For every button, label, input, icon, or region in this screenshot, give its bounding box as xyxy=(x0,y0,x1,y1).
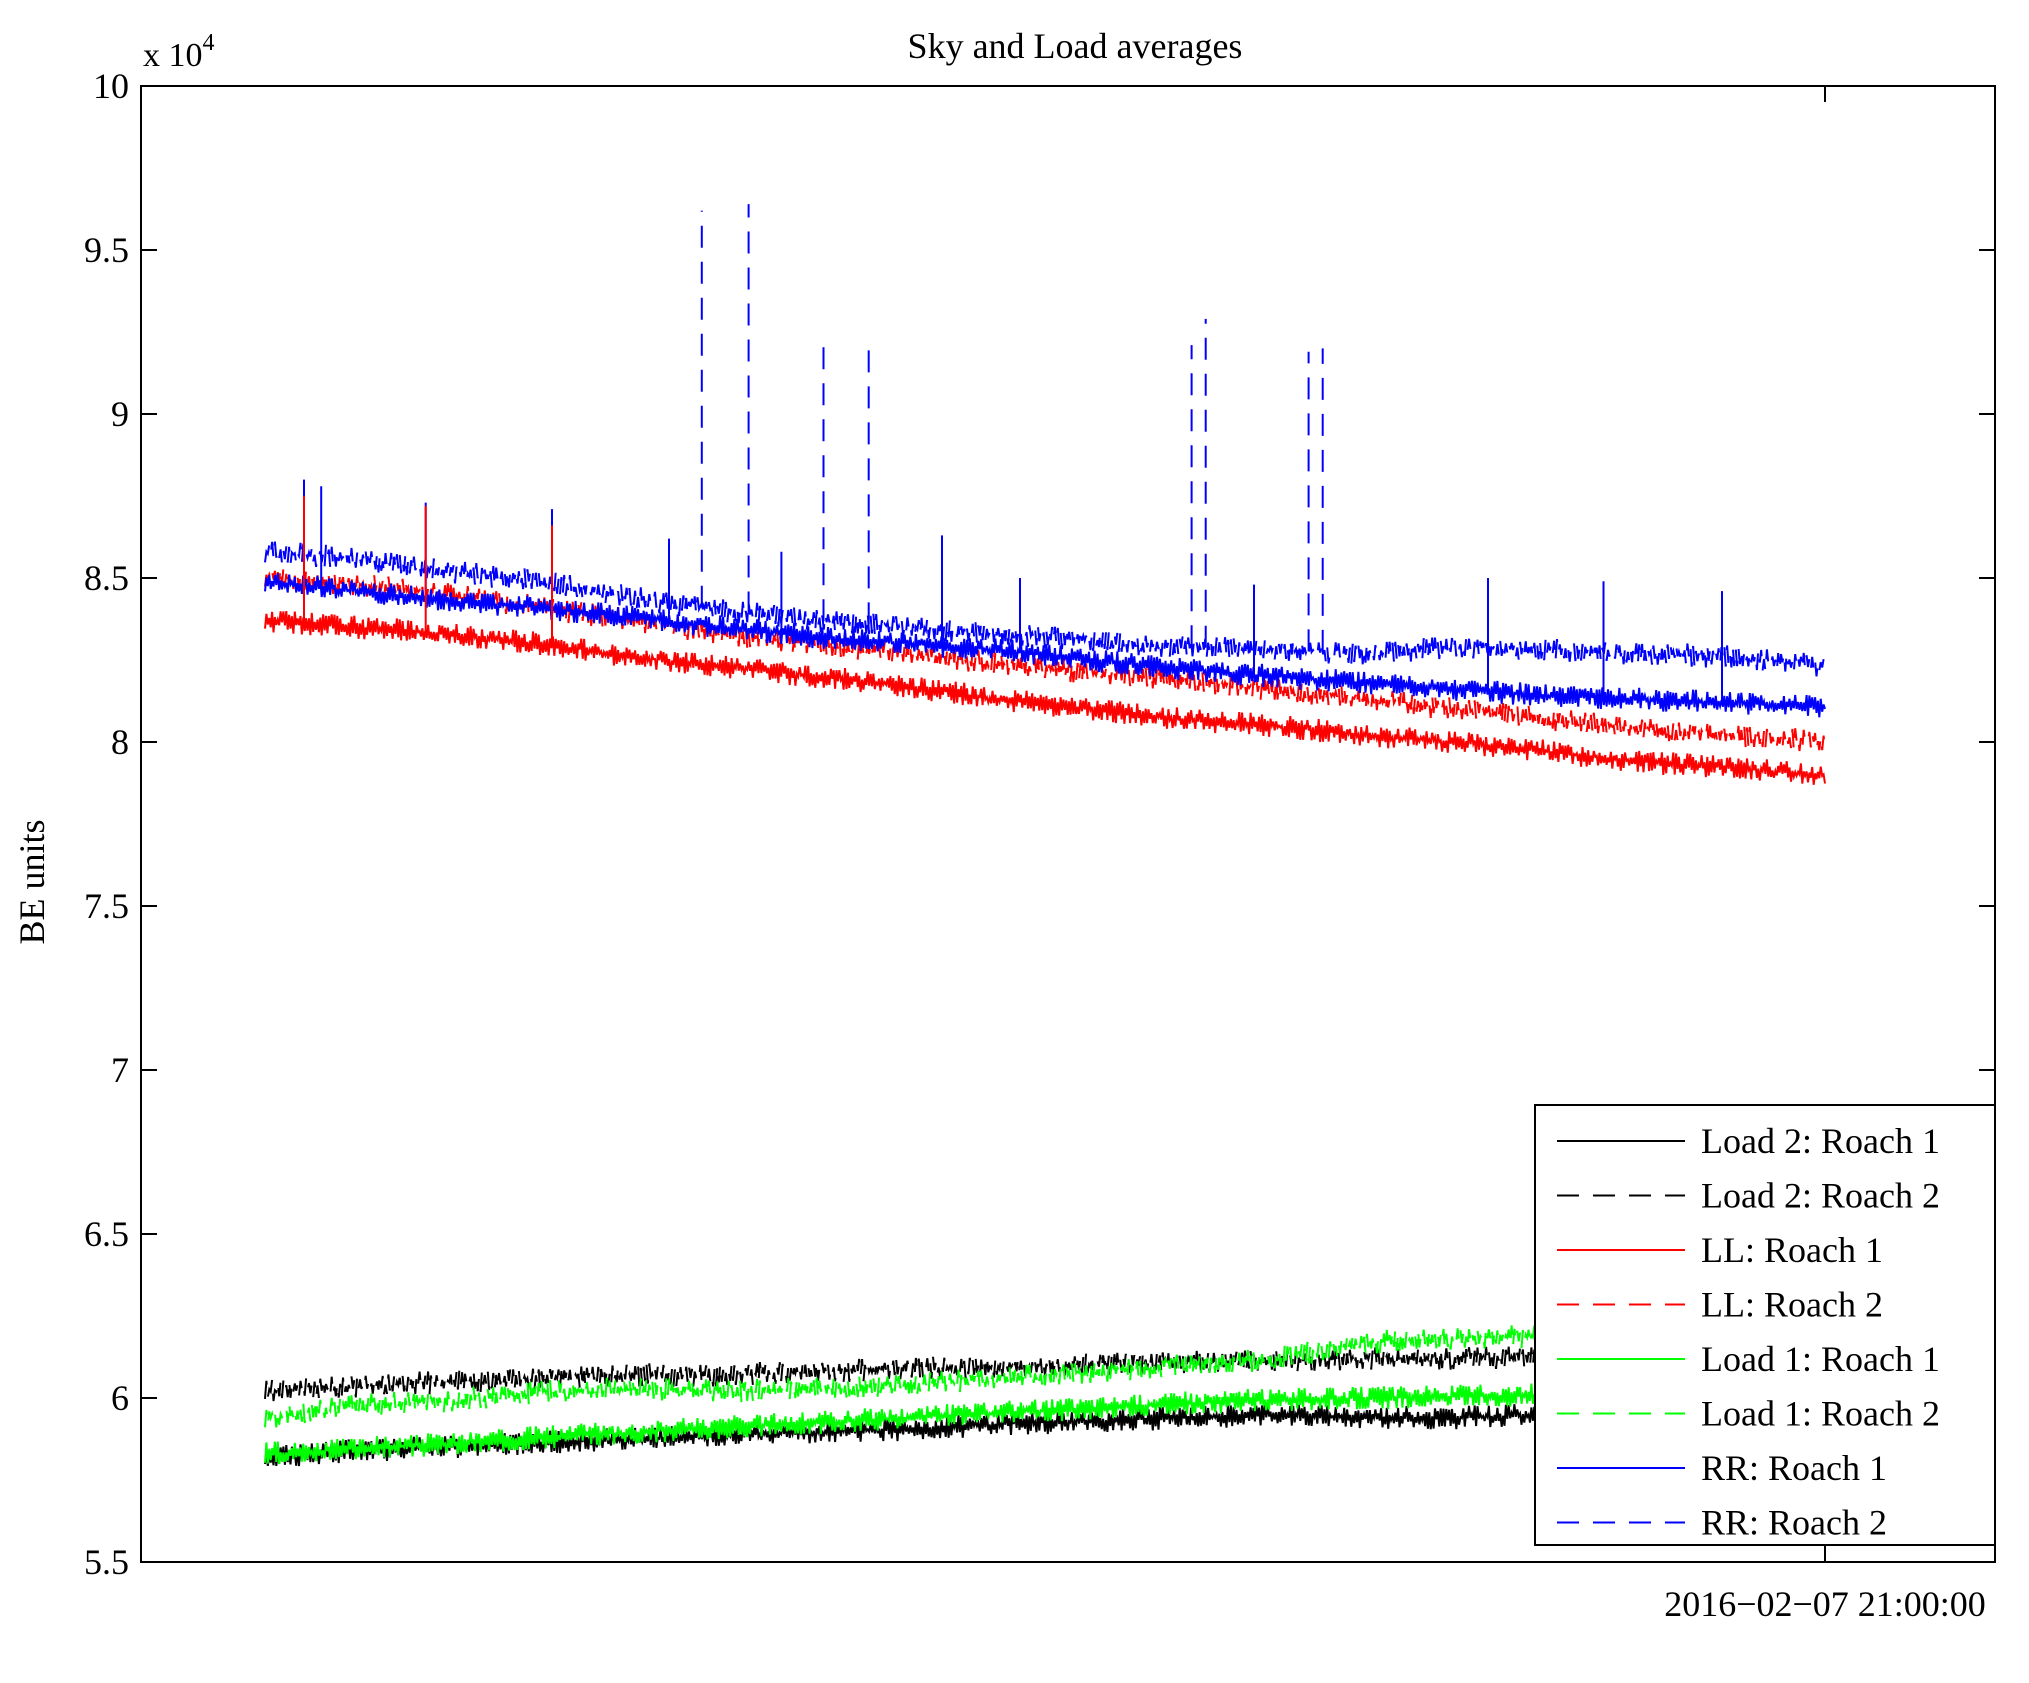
y-tick-label: 8.5 xyxy=(84,558,129,598)
y-tick-label: 9 xyxy=(111,394,129,434)
legend-label-load-2-roach-1: Load 2: Roach 1 xyxy=(1701,1121,1940,1161)
series-line-rr-roach-1 xyxy=(264,573,1826,718)
y-tick-label: 7 xyxy=(111,1050,129,1090)
y-multiplier-base: x 10 xyxy=(143,37,203,74)
series-line-rr-roach-2 xyxy=(264,541,1826,677)
y-tick-label: 9.5 xyxy=(84,230,129,270)
legend-box xyxy=(1534,1104,1996,1546)
y-multiplier: x 104 xyxy=(143,30,215,74)
y-tick-label: 10 xyxy=(93,66,129,106)
y-ticks: 5.5 6 6.5 7 7.5 8 8.5 9 9.5 10 xyxy=(84,66,1995,1582)
y-multiplier-exponent: 4 xyxy=(203,30,215,56)
x-tick-label: 2016−02−07 21:00:00 xyxy=(1664,1584,1986,1624)
y-tick-label: 6.5 xyxy=(84,1214,129,1254)
series-line-ll-roach-1 xyxy=(264,611,1826,785)
legend-label-load-1-roach-2: Load 1: Roach 2 xyxy=(1701,1394,1940,1434)
legend-label-rr-roach-2: RR: Roach 2 xyxy=(1701,1503,1887,1543)
legend-entries: Load 2: Roach 1 Load 2: Roach 2 LL: Roach … xyxy=(1557,1121,1940,1543)
y-tick-label: 7.5 xyxy=(84,886,129,926)
legend-label-load-1-roach-1: Load 1: Roach 1 xyxy=(1701,1339,1940,1379)
legend: Load 2: Roach 1 Load 2: Roach 2 LL: Roach … xyxy=(1534,1104,1996,1546)
y-axis-label: BE units xyxy=(12,819,52,944)
legend-label-ll-roach-2: LL: Roach 2 xyxy=(1701,1285,1883,1325)
plot-area-frame xyxy=(140,85,1996,1563)
y-tick-label: 5.5 xyxy=(84,1542,129,1582)
chart-title: Sky and Load averages xyxy=(908,26,1243,66)
legend-label-ll-roach-1: LL: Roach 1 xyxy=(1701,1230,1883,1270)
legend-label-rr-roach-1: RR: Roach 1 xyxy=(1701,1448,1887,1488)
legend-label-load-2-roach-2: Load 2: Roach 2 xyxy=(1701,1176,1940,1216)
y-tick-label: 6 xyxy=(111,1378,129,1418)
y-tick-label: 8 xyxy=(111,722,129,762)
